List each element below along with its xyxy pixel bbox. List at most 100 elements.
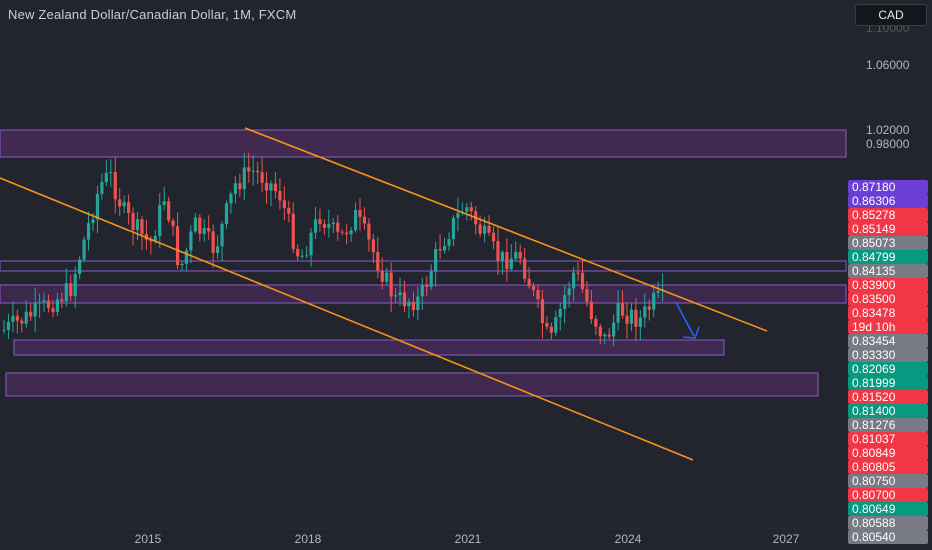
candle-body <box>15 315 19 321</box>
upper-trendline <box>244 127 768 332</box>
candle-body <box>309 232 313 256</box>
candle-body <box>416 296 420 311</box>
candle-body <box>612 322 616 337</box>
candle-body <box>518 251 522 259</box>
candle-body <box>620 303 625 316</box>
price-tag: 0.83900 <box>848 278 928 292</box>
price-tag: 0.81276 <box>848 418 928 432</box>
candle-body <box>33 302 37 317</box>
price-tag: 0.80649 <box>848 502 928 516</box>
candle-body <box>184 250 189 264</box>
candle-body <box>220 223 224 247</box>
candle-body <box>398 292 402 296</box>
candle-body <box>438 249 442 251</box>
candle-body <box>198 217 202 234</box>
candle-body <box>407 301 411 307</box>
candle-body <box>109 172 113 174</box>
candle-body <box>616 303 620 323</box>
arrow-head <box>682 326 700 339</box>
candle-body <box>358 210 362 217</box>
candle-body <box>207 227 211 232</box>
candle-body <box>598 326 602 337</box>
price-tag: 0.80700 <box>848 488 928 502</box>
candle-body <box>2 329 6 331</box>
candle-body <box>607 334 611 337</box>
candle-body <box>242 167 246 190</box>
forecast-arrow <box>675 301 700 339</box>
candle-body <box>376 252 380 271</box>
candle-body <box>313 219 318 233</box>
candle-body <box>287 207 291 214</box>
lower-trendline <box>0 177 694 461</box>
candle-body <box>149 239 153 242</box>
candle-body <box>349 230 353 235</box>
candle-body <box>29 311 33 317</box>
candle-body <box>82 239 86 260</box>
candle-body <box>527 278 531 287</box>
time-axis-label: 2027 <box>773 532 800 546</box>
price-tag: 0.83478 <box>848 306 928 320</box>
price-axis[interactable]: 1.10000 1.06000 1.02000 0.98000 <box>866 21 910 151</box>
candle-body <box>46 300 51 309</box>
candle-body <box>603 334 607 337</box>
candle-body <box>273 183 278 192</box>
candle-body <box>229 193 233 204</box>
candle-body <box>64 283 68 302</box>
price-tag: 0.83500 <box>848 292 928 306</box>
candle-body <box>318 219 322 225</box>
candle-body <box>322 224 326 228</box>
candle-body <box>572 272 576 289</box>
candle-body <box>189 231 193 251</box>
candle-body <box>643 306 647 318</box>
candle-body <box>367 223 371 240</box>
candle-body <box>656 290 660 293</box>
candle-body <box>260 172 264 183</box>
candle-body <box>38 301 42 303</box>
candle-body <box>60 299 64 302</box>
candle-body <box>434 249 438 272</box>
candle-body <box>180 263 184 266</box>
price-tag: 0.84799 <box>848 250 928 264</box>
candle-body <box>563 295 567 309</box>
candle-body <box>442 245 447 251</box>
candle-body <box>269 183 273 191</box>
price-tag: 0.80805 <box>848 460 928 474</box>
candle-body <box>420 285 424 297</box>
candle-body <box>629 309 634 324</box>
price-tag: 0.85278 <box>848 208 928 222</box>
candle-body <box>340 231 344 233</box>
candle-body <box>505 252 509 270</box>
currency-button[interactable]: CAD <box>855 4 927 26</box>
candle-body <box>336 222 340 232</box>
price-tag: 0.81400 <box>848 404 928 418</box>
candle-body <box>625 315 629 324</box>
arrow-shaft <box>675 301 695 337</box>
time-axis[interactable]: 2015 2018 2021 2024 2027 <box>0 527 846 546</box>
candle-body <box>385 272 389 282</box>
candle-body <box>211 231 215 253</box>
candle-body <box>345 232 349 235</box>
candle-body <box>491 232 496 242</box>
candle-body <box>523 258 527 279</box>
candle-body <box>634 309 638 327</box>
time-axis-label: 2021 <box>455 532 482 546</box>
candle-body <box>158 204 162 237</box>
candle-body <box>652 292 656 310</box>
price-axis-label: 0.98000 <box>866 137 910 151</box>
candle-body <box>567 288 571 296</box>
candle-body <box>233 183 237 194</box>
candle-body <box>55 299 59 313</box>
candle-body <box>282 200 286 208</box>
candle-body <box>296 248 300 257</box>
candle-body <box>51 308 55 313</box>
candle-body <box>95 193 100 220</box>
candle-body <box>291 213 295 249</box>
candle-body <box>91 219 95 224</box>
candle-body <box>113 172 117 200</box>
candle-body <box>638 317 642 327</box>
candle-body <box>389 272 393 297</box>
price-tag: 0.83454 <box>848 334 928 348</box>
candle-body <box>104 172 108 183</box>
candle-body <box>558 308 562 318</box>
